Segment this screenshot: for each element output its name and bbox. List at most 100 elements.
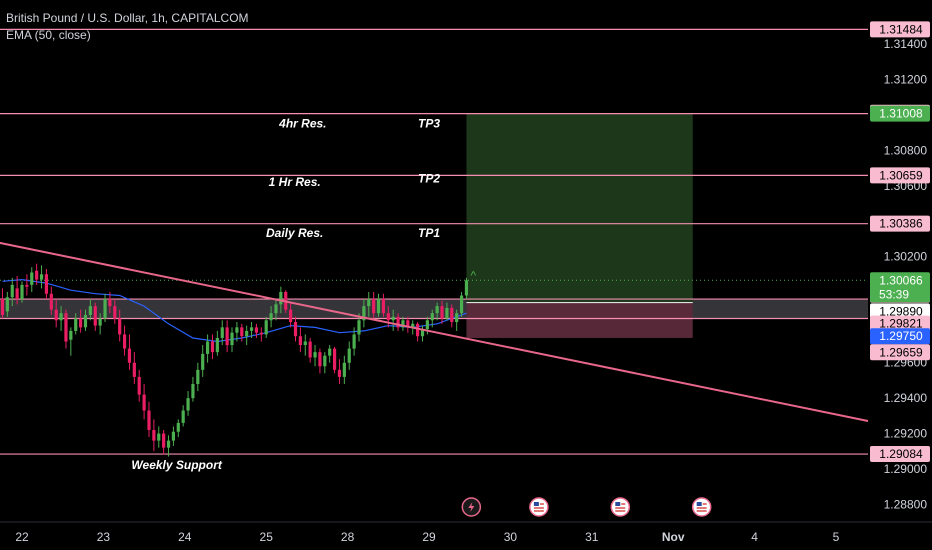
x-tick-label: 5: [833, 530, 840, 544]
candle-body: [35, 270, 39, 280]
x-tick-label: 4: [751, 530, 758, 544]
candle-body: [332, 348, 337, 370]
candle-body: [406, 320, 410, 328]
candle-body: [54, 309, 58, 321]
price-tag[interactable]: [870, 303, 930, 320]
candle-body: [445, 307, 449, 319]
x-tick-label: 25: [260, 530, 274, 544]
candle-body: [459, 295, 464, 314]
candle-body: [59, 313, 63, 321]
price-tag[interactable]: [870, 344, 930, 361]
y-tick-label: 1.28800: [884, 497, 928, 511]
candle-body: [464, 280, 469, 296]
candle-body: [245, 330, 249, 337]
candle-body: [25, 284, 29, 287]
price-tag[interactable]: [870, 215, 930, 232]
candle-body: [342, 362, 346, 377]
candle-body: [357, 320, 361, 335]
current-price-tag[interactable]: [870, 272, 930, 303]
price-tag[interactable]: [870, 315, 930, 332]
candle-body: [323, 355, 327, 367]
price-tag[interactable]: [870, 167, 930, 184]
candle-body: [127, 348, 132, 363]
position-loss-zone[interactable]: [466, 302, 693, 338]
annotation-label[interactable]: TP2: [418, 171, 440, 185]
candle-body: [108, 299, 112, 307]
x-tick-label: 31: [585, 530, 599, 544]
annotation-label[interactable]: Daily Res.: [266, 226, 323, 240]
candle-body: [39, 274, 44, 280]
candle-body: [279, 291, 283, 305]
annotation-label[interactable]: TP1: [418, 226, 440, 240]
candle-body: [367, 299, 371, 307]
annotation-label[interactable]: 4hr Res.: [278, 116, 326, 130]
flag-canton: [696, 502, 702, 506]
candle-body: [166, 440, 171, 448]
candle-body: [381, 299, 386, 314]
sr-zone: [0, 299, 868, 319]
candle-body: [30, 272, 34, 285]
y-tick-label: 1.29400: [884, 391, 928, 405]
lightning-glyph: [468, 502, 475, 512]
candle-body: [176, 422, 180, 432]
x-tick-label: Nov: [662, 530, 685, 544]
price-tag[interactable]: [870, 21, 930, 38]
candle-body: [15, 288, 19, 300]
price-tag-label: 1.31008: [879, 107, 923, 121]
symbol-title[interactable]: British Pound / U.S. Dollar, 1h, CAPITAL…: [6, 11, 249, 25]
candle-body: [205, 341, 210, 354]
y-tick-label: 1.31200: [884, 73, 928, 87]
candle-body: [201, 353, 205, 370]
position-marker: ^: [470, 268, 476, 282]
x-tick-label: 23: [97, 530, 111, 544]
candle-body: [337, 369, 342, 377]
ema-line: [2, 278, 467, 343]
trendline[interactable]: [0, 241, 869, 423]
time-axis[interactable]: [0, 522, 932, 550]
annotation-label[interactable]: TP3: [418, 116, 440, 130]
candle-body: [98, 318, 102, 326]
price-tag-label: 1.29084: [879, 447, 923, 461]
candle-body: [235, 327, 239, 333]
position-profit-zone[interactable]: [466, 113, 693, 303]
candle-body: [372, 299, 376, 314]
candle-body: [313, 352, 317, 358]
candle-body: [401, 320, 405, 328]
us-flag-icon[interactable]: [610, 497, 631, 517]
current-price-label: 1.30066: [879, 273, 923, 287]
annotation-label[interactable]: Weekly Support: [131, 458, 222, 472]
candle-body: [347, 348, 351, 363]
ema-indicator-label[interactable]: EMA (50, close): [6, 28, 91, 42]
flag-canton: [615, 502, 621, 506]
candle-body: [171, 431, 176, 441]
candle-body: [303, 341, 307, 346]
candle-body: [225, 327, 229, 346]
candle-body: [450, 307, 454, 323]
candle-body: [118, 318, 122, 335]
us-flag-icon[interactable]: [691, 497, 712, 517]
candle-body: [10, 284, 14, 298]
price-tag-label: 1.29750: [879, 329, 923, 343]
candle-body: [132, 362, 136, 377]
candle-body: [298, 336, 302, 346]
candle-body: [220, 327, 224, 338]
candle-body: [264, 320, 268, 335]
candle-body: [440, 306, 444, 319]
candle-body: [293, 322, 298, 337]
candle-body: [157, 433, 161, 441]
price-tag[interactable]: [870, 105, 930, 122]
candle-body: [362, 306, 366, 321]
candle-body: [103, 299, 107, 319]
price-tag[interactable]: [870, 328, 930, 345]
price-axis[interactable]: [868, 0, 932, 522]
price-tag-label: 1.29890: [879, 304, 923, 318]
annotation-label[interactable]: 1 Hr Res.: [269, 175, 321, 189]
price-tag-label: 1.30386: [879, 217, 923, 231]
candle-body: [318, 352, 322, 367]
us-flag-icon[interactable]: [529, 497, 549, 517]
candle-body: [69, 330, 73, 340]
candle-body: [64, 313, 68, 342]
bar-countdown: 53:39: [879, 287, 909, 301]
price-tag[interactable]: [870, 446, 930, 463]
